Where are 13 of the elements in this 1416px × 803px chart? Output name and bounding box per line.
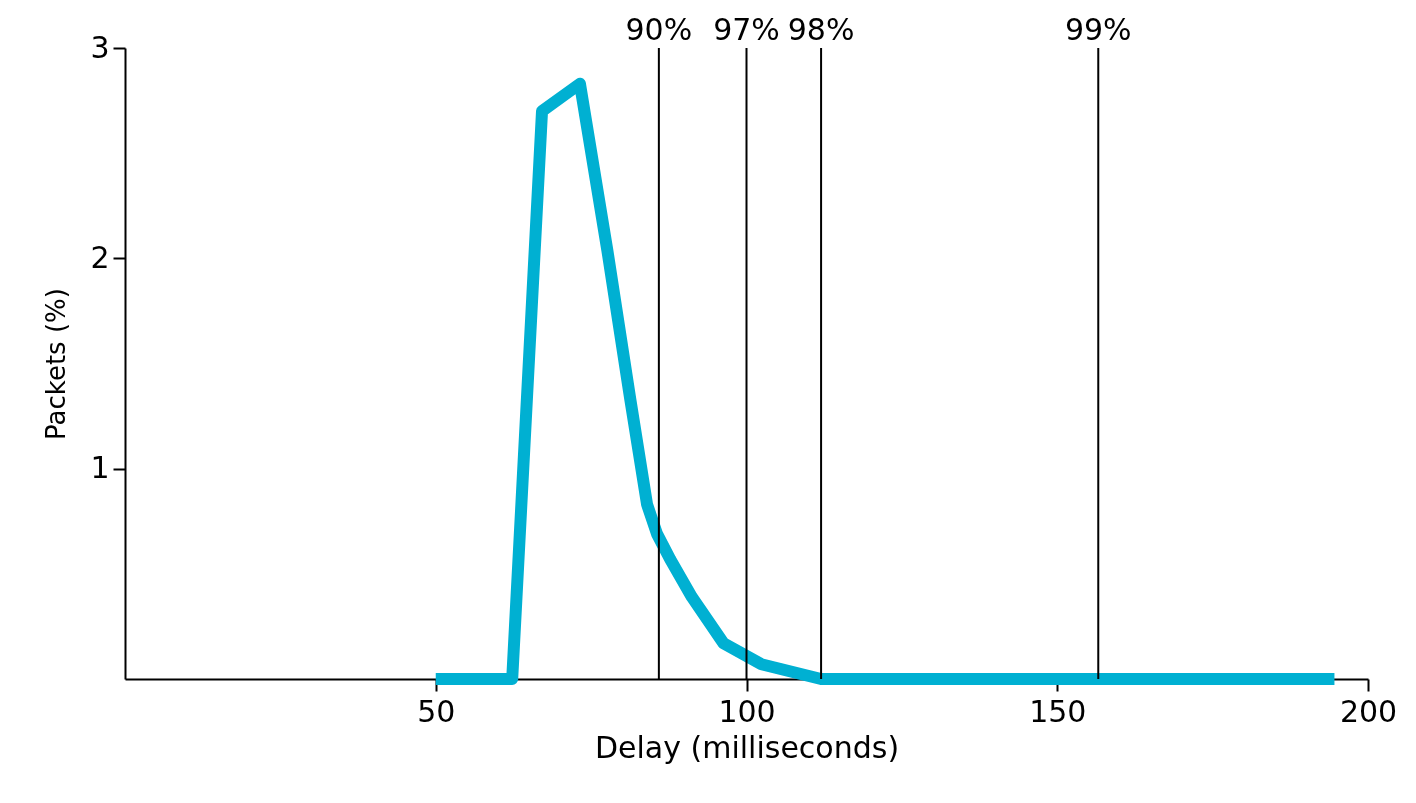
annotation: 98% xyxy=(787,12,855,47)
y-tick-label: 2 xyxy=(90,239,110,275)
y-tick-label: 3 xyxy=(90,29,110,65)
x-tick-label: 200 xyxy=(1339,693,1398,729)
x-axis-title: Delay (milliseconds) xyxy=(594,729,900,765)
y-axis-title: Packets (%) xyxy=(41,288,72,440)
annotation: 90% xyxy=(625,12,693,47)
annotation: 99% xyxy=(1064,12,1132,47)
x-tick-label: 100 xyxy=(718,693,776,729)
x-tick-label: 50 xyxy=(417,693,456,729)
x-tick-label: 150 xyxy=(1029,693,1087,729)
annotation: 97% xyxy=(713,12,780,47)
y-tick-label: 1 xyxy=(90,450,110,486)
